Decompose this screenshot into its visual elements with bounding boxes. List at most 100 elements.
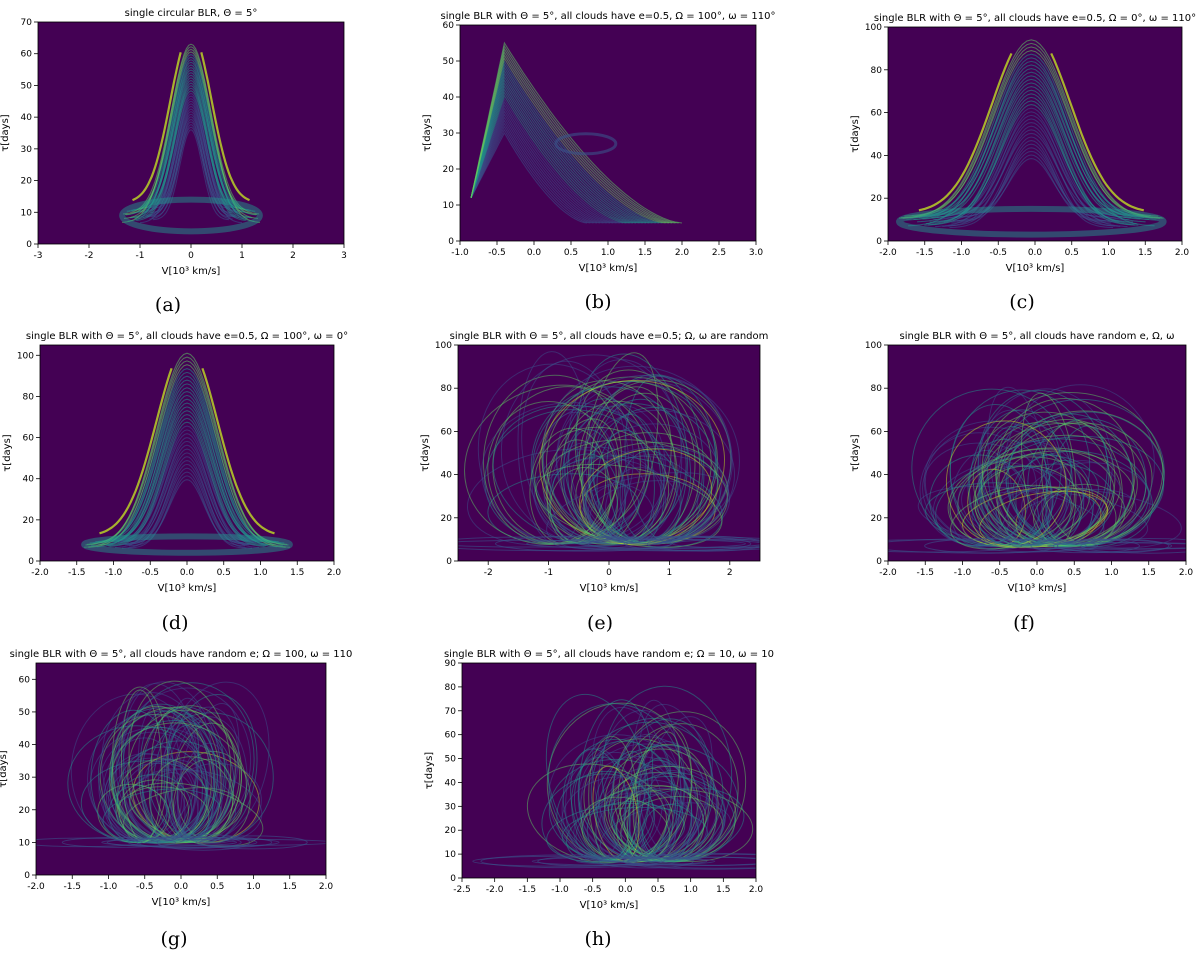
x-tick-label: 1.5 [1142, 568, 1156, 578]
heatmap-traces [470, 41, 683, 224]
chart-b: -1.0 -0.5 0.0 0.5 1.0 1.5 2.0 2.5 3.0 0 10 20 30 40 50… [422, 11, 775, 274]
orbit-trace [642, 804, 700, 862]
y-tick-label: 0 [28, 557, 34, 567]
orbit-trace [121, 689, 163, 843]
panel-caption: (h) [584, 928, 612, 950]
orbit-trace [953, 147, 1110, 222]
x-tick-label: 2.0 [319, 882, 334, 892]
heatmap-traces [81, 352, 293, 556]
inner-loop [554, 132, 618, 156]
x-tick-label: -2.0 [879, 568, 897, 578]
x-tick-label: 0.0 [527, 248, 542, 258]
orbit-trace [110, 703, 218, 843]
y-tick-label: 60 [443, 21, 455, 31]
base-trace [531, 856, 716, 866]
x-tick-label: -2.0 [486, 885, 504, 895]
x-tick-label: 1.0 [246, 882, 261, 892]
x-tick-label: 0.0 [1028, 248, 1043, 258]
x-tick-label: -1.0 [451, 248, 469, 258]
y-tick-label: 100 [865, 23, 882, 33]
x-tick-label: -1.0 [953, 248, 971, 258]
orbit-trace [918, 78, 1144, 219]
y-tick-label: 10 [19, 838, 31, 848]
orbit-trace [98, 391, 276, 543]
chart-title: single BLR with Θ = 5°, all clouds have … [900, 331, 1175, 342]
x-tick-label: -2.0 [27, 882, 45, 892]
x-tick-label: 1 [239, 251, 245, 261]
x-tick-label: -2 [85, 251, 94, 261]
x-tick-label: -0.5 [991, 568, 1009, 578]
orbit-trace [139, 92, 243, 224]
y-axis-label: τ[days] [850, 115, 861, 153]
y-axis-label: τ[days] [850, 434, 861, 472]
x-tick-label: -1 [544, 568, 553, 578]
x-tick-label: 0.0 [618, 885, 633, 895]
x-tick-label: -1.5 [916, 568, 934, 578]
chart-d: -2.0 -1.5 -1.0 -0.5 0.0 0.5 1.0 1.5 2.0 0 20 40 60 80… [2, 331, 348, 594]
orbit-trace [548, 734, 688, 862]
orbit-trace [956, 461, 1026, 547]
x-tick-label: 1.0 [1104, 568, 1119, 578]
x-tick-label: -1.5 [519, 885, 537, 895]
base-trace [156, 834, 251, 851]
orbit-trace [163, 724, 215, 843]
panel-h: -2.5 -2.0 -1.5 -1.0 -0.5 0.0 0.5 1.0 1.5 2.0 0 10 20… [402, 641, 774, 920]
x-tick-label: 1.5 [716, 885, 730, 895]
y-axis-label: τ[days] [424, 752, 435, 790]
y-axis-label: τ[days] [0, 750, 9, 788]
base-trace [1056, 538, 1170, 554]
panel-caption: (a) [154, 294, 182, 316]
chart-title: single BLR with Θ = 5°, all clouds have … [444, 649, 774, 660]
x-tick-label: 0.5 [1065, 248, 1079, 258]
x-tick-label: 1.5 [283, 882, 297, 892]
base-trace [136, 835, 242, 849]
y-tick-label: 20 [445, 826, 457, 836]
y-tick-label: 20 [23, 516, 35, 526]
heatmap-traces [888, 384, 1186, 554]
base-trace [458, 539, 629, 548]
base-trace [553, 535, 760, 552]
x-tick-label: -1.0 [551, 885, 569, 895]
y-tick-label: 50 [445, 755, 457, 765]
y-tick-label: 100 [865, 341, 882, 351]
x-tick-label: -1 [136, 251, 145, 261]
base-trace [480, 854, 663, 869]
orbit-trace [128, 475, 246, 547]
orbit-trace [481, 402, 666, 545]
orbit-trace [573, 740, 679, 862]
orbit-trace [84, 352, 290, 548]
base-trace [458, 536, 673, 552]
orbit-trace [977, 388, 1113, 547]
orbit-trace [573, 791, 695, 863]
x-tick-label: 0.5 [651, 885, 665, 895]
y-tick-label: 30 [21, 145, 33, 155]
orbit-trace [549, 453, 619, 544]
orbit-trace [470, 125, 594, 224]
y-tick-label: 20 [443, 165, 455, 175]
x-tick-label: 2.0 [1175, 248, 1190, 258]
orbit-trace [142, 100, 240, 218]
orbit-trace [942, 125, 1121, 227]
x-tick-label: 0.5 [217, 568, 231, 578]
x-axis-label: V[10³ km/s] [580, 583, 639, 594]
x-axis-label: V[10³ km/s] [579, 263, 638, 274]
base-trace [145, 838, 326, 846]
heatmap-traces [896, 39, 1167, 238]
y-tick-label: 0 [876, 557, 882, 567]
base-trace [598, 854, 694, 869]
orbit-trace [136, 82, 246, 221]
y-tick-label: 0 [448, 237, 454, 247]
y-axis-label: τ[days] [2, 434, 13, 472]
orbit-trace [91, 371, 283, 546]
y-tick-label: 0 [26, 240, 32, 250]
orbit-trace [915, 71, 1148, 217]
orbit-trace [146, 111, 236, 218]
x-tick-label: 1.5 [290, 568, 304, 578]
orbit-trace [938, 118, 1124, 222]
orbit-trace [487, 401, 617, 544]
bright-edge [1050, 52, 1145, 212]
y-tick-label: 40 [871, 151, 883, 161]
y-tick-label: 50 [443, 57, 455, 67]
y-tick-label: 60 [441, 427, 453, 437]
